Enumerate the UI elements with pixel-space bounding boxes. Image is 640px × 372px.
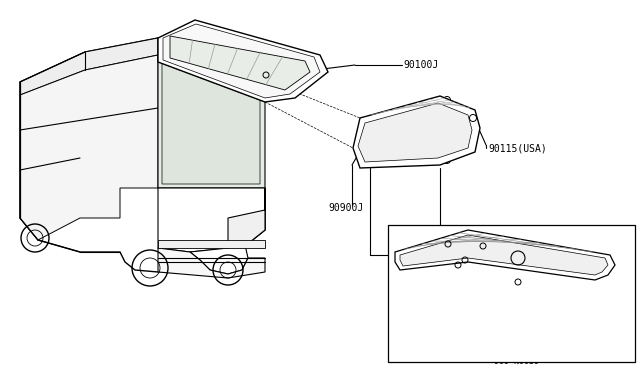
Polygon shape <box>158 248 265 278</box>
Polygon shape <box>158 188 265 252</box>
Polygon shape <box>190 245 248 274</box>
Polygon shape <box>395 230 615 280</box>
Polygon shape <box>170 36 310 90</box>
Text: 90900: 90900 <box>400 255 429 265</box>
Polygon shape <box>158 38 265 188</box>
Text: 90900: 90900 <box>415 345 444 355</box>
Polygon shape <box>358 103 472 162</box>
Text: 90115<USA>: 90115<USA> <box>410 313 468 323</box>
Polygon shape <box>20 55 158 240</box>
Bar <box>388 225 635 362</box>
Text: S: S <box>513 253 518 263</box>
Text: FOR T/COVER: FOR T/COVER <box>443 228 508 238</box>
Polygon shape <box>158 20 328 102</box>
Text: 90100J: 90100J <box>403 60 438 70</box>
Text: 08540-51012: 08540-51012 <box>527 253 586 263</box>
Polygon shape <box>353 96 480 168</box>
Polygon shape <box>228 188 265 248</box>
Polygon shape <box>400 235 608 275</box>
Polygon shape <box>158 240 265 248</box>
Polygon shape <box>20 38 158 95</box>
Text: ^909^N0039: ^909^N0039 <box>490 357 540 366</box>
Polygon shape <box>20 38 265 272</box>
Text: 90115(USA): 90115(USA) <box>488 143 547 153</box>
Text: 90900J: 90900J <box>328 203 364 213</box>
Polygon shape <box>163 24 320 98</box>
Text: 90100H: 90100H <box>550 295 585 305</box>
Text: (4): (4) <box>529 266 545 275</box>
Polygon shape <box>162 44 260 184</box>
